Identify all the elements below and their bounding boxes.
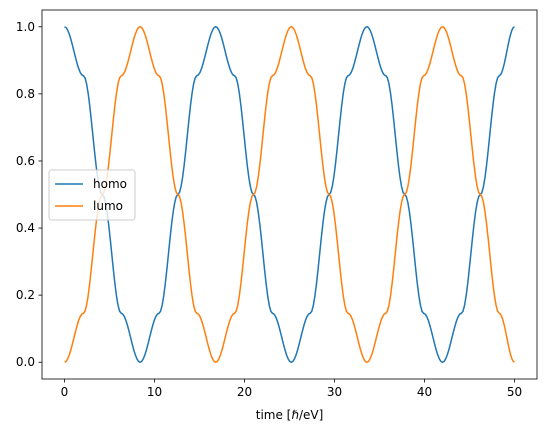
y-tick-label: 1.0 [16, 20, 35, 34]
series-line-homo [64, 25, 515, 364]
legend-label-homo: homo [93, 177, 127, 191]
x-tick-label: 10 [147, 385, 162, 399]
legend: homo lumo [48, 169, 136, 221]
y-tick-label: 0.2 [16, 288, 35, 302]
legend-label-lumo: lumo [93, 199, 123, 213]
x-tick-label: 50 [507, 385, 522, 399]
plot-lines [64, 25, 515, 364]
x-tick-label: 0 [61, 385, 69, 399]
y-tick-label: 0.8 [16, 87, 35, 101]
series-line-lumo [64, 25, 515, 364]
y-tick-label: 0.6 [16, 154, 35, 168]
x-tick-label: 20 [237, 385, 252, 399]
y-tick-label: 0.4 [16, 221, 35, 235]
y-axis-ticks: 0.0 0.2 0.4 0.6 0.8 1.0 [16, 20, 42, 369]
legend-box [48, 169, 136, 221]
x-axis-ticks: 0 10 20 30 40 50 [61, 379, 522, 399]
x-tick-label: 40 [417, 385, 432, 399]
plot-frame [41, 9, 538, 380]
y-tick-label: 0.0 [16, 355, 35, 369]
x-axis-label: time [ℏ/eV] [256, 408, 324, 422]
x-tick-label: 30 [327, 385, 342, 399]
